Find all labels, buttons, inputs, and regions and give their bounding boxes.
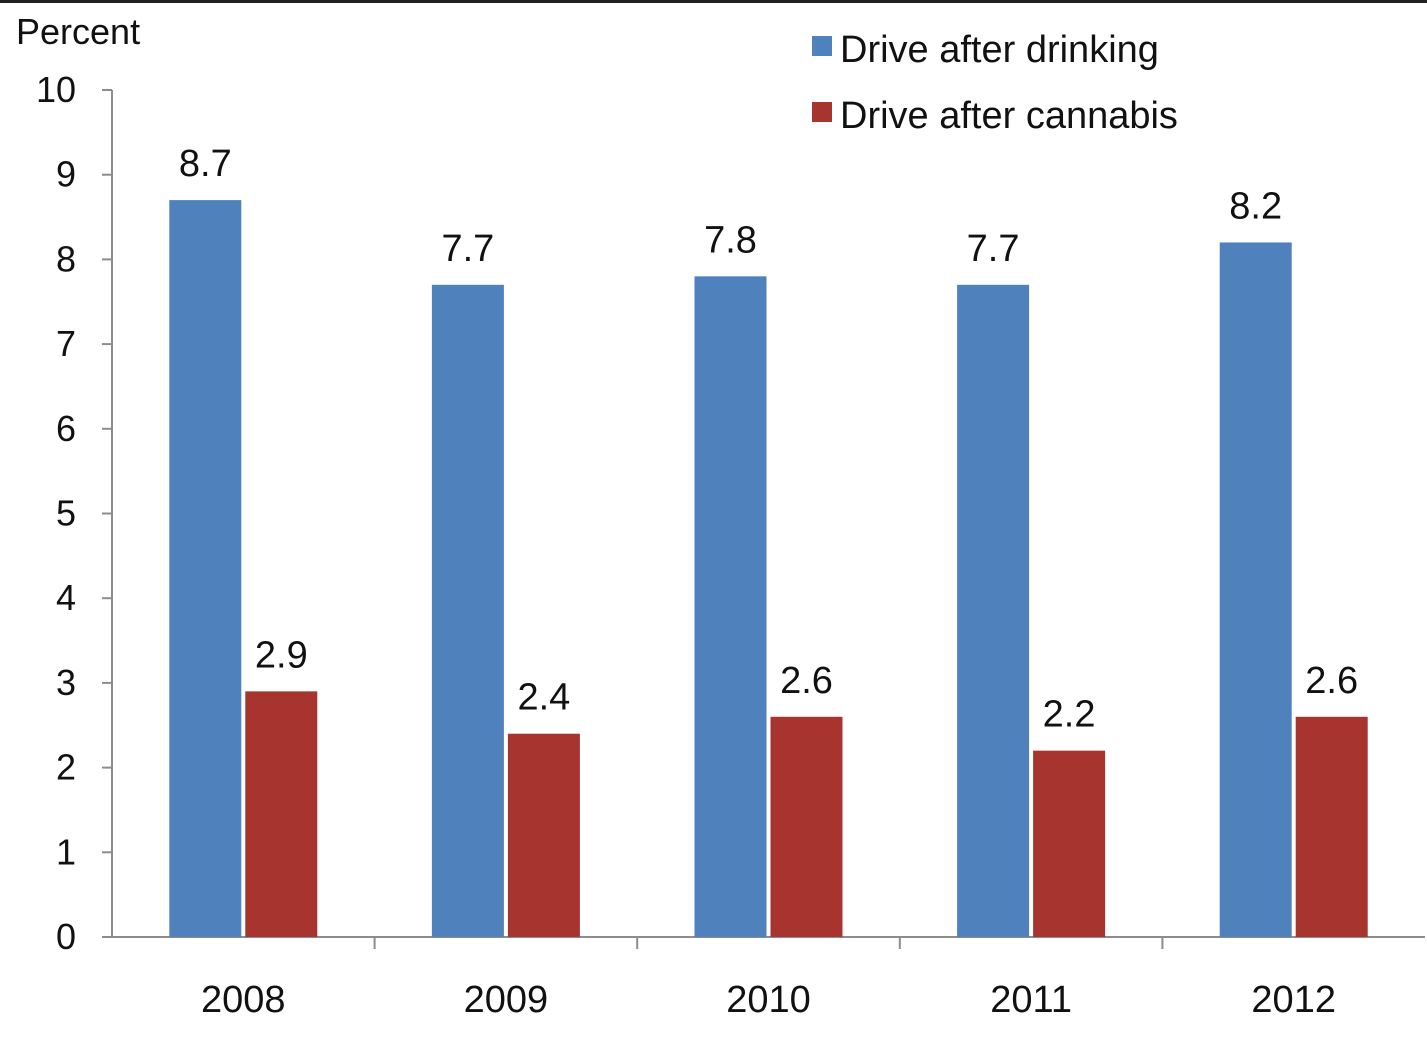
data-label-drinking-2010: 7.8: [704, 219, 757, 261]
bar-drinking-2009: [431, 284, 504, 937]
y-tick-label: 2: [56, 747, 76, 788]
y-tick-label: 0: [56, 916, 76, 957]
bar-drinking-2010: [694, 276, 767, 938]
y-tick-label: 3: [56, 662, 76, 703]
y-tick-label: 10: [36, 69, 76, 110]
bars: [169, 200, 1368, 938]
legend-label-drinking: Drive after drinking: [840, 29, 1159, 71]
y-tick-label: 5: [56, 493, 76, 534]
bar-cannabis-2008: [245, 691, 318, 937]
legend-swatch-drinking: [812, 36, 832, 56]
y-tick-label: 6: [56, 408, 76, 449]
data-label-cannabis-2011: 2.2: [1043, 694, 1096, 736]
bar-cannabis-2010: [770, 716, 843, 937]
data-label-cannabis-2008: 2.9: [255, 634, 308, 676]
x-tick-label-2011: 2011: [990, 979, 1072, 1021]
y-tick-label: 8: [56, 238, 76, 279]
x-axis-labels: 2008 2009 2010 2011 2012: [201, 979, 1336, 1021]
y-axis-ticks: 0 1 2 3 4 5 6 7 8 9 10: [36, 69, 112, 957]
data-label-drinking-2008: 8.7: [179, 143, 232, 185]
data-label-drinking-2009: 7.7: [441, 228, 494, 270]
bar-drinking-2011: [957, 284, 1030, 937]
y-tick-label: 7: [56, 323, 76, 364]
x-tick-label-2012: 2012: [1251, 979, 1336, 1021]
y-tick-label: 4: [56, 577, 76, 618]
legend: Drive after drinking Drive after cannabi…: [812, 29, 1178, 137]
x-tick-label-2010: 2010: [726, 979, 811, 1021]
data-label-cannabis-2010: 2.6: [780, 660, 833, 702]
value-labels: 8.7 2.9 7.7 2.4 7.8 2.6 7.7 2.2 8.2 2.6: [179, 143, 1358, 736]
bar-cannabis-2009: [507, 733, 580, 937]
y-tick-label: 1: [56, 831, 76, 872]
data-label-cannabis-2012: 2.6: [1305, 660, 1358, 702]
bar-cannabis-2011: [1033, 750, 1106, 937]
bar-drinking-2012: [1219, 242, 1292, 937]
data-label-drinking-2012: 8.2: [1229, 185, 1282, 227]
legend-label-cannabis: Drive after cannabis: [840, 95, 1178, 137]
y-tick-label: 9: [56, 154, 76, 195]
data-label-drinking-2011: 7.7: [967, 228, 1020, 270]
bar-cannabis-2012: [1295, 716, 1368, 937]
y-axis-label: Percent: [16, 11, 140, 52]
legend-swatch-cannabis: [812, 102, 832, 122]
x-tick-label-2008: 2008: [201, 979, 286, 1021]
x-tick-label-2009: 2009: [464, 979, 549, 1021]
data-label-cannabis-2009: 2.4: [517, 677, 570, 719]
bar-drinking-2008: [169, 200, 242, 938]
top-border-line: [0, 0, 1427, 3]
